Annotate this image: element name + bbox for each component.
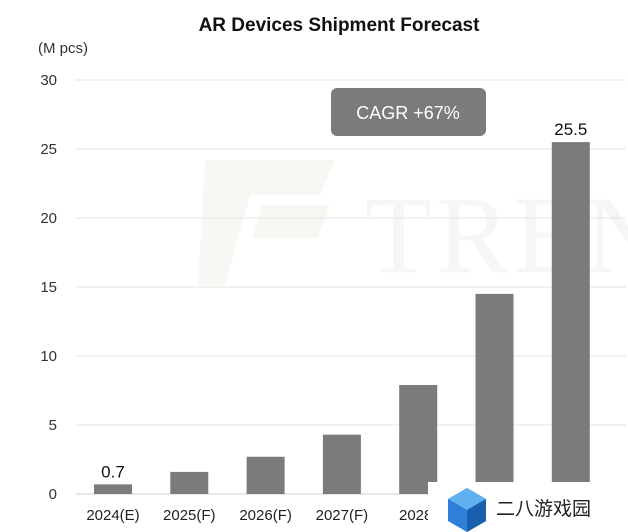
bar [170,471,209,494]
watermark-logo-mark [198,160,335,285]
site-badge: 二八游戏园 [428,482,628,532]
site-badge-text: 二八游戏园 [496,498,591,520]
x-tick-label: 2028( [399,507,437,524]
bar [246,456,285,494]
data-labels: 0.7 25.5 [101,120,587,481]
cagr-text: CAGR +67% [356,103,460,123]
y-axis-unit: (M pcs) [38,40,88,57]
y-tick-label: 25 [40,141,57,158]
bar [94,484,132,494]
x-axis-labels: 2024(E) 2025(F) 2026(F) 2027(F) 2028( [86,507,437,524]
y-tick-label: 0 [49,486,57,503]
x-tick-label: 2026(F) [239,507,292,524]
bar [551,142,590,494]
bar [475,293,514,494]
bars [94,142,590,494]
y-tick-label: 15 [40,279,57,296]
gridlines [76,79,626,495]
data-label: 25.5 [554,120,587,139]
bar [322,434,361,494]
cagr-annotation: CAGR +67% [331,88,486,136]
cagr-box [331,88,486,136]
chart-title: AR Devices Shipment Forecast [199,15,481,36]
bar [399,384,438,494]
x-tick-label: 2025(F) [163,507,216,524]
y-tick-label: 20 [40,210,57,227]
x-tick-label: 2024(E) [86,507,139,524]
y-tick-label: 10 [40,348,57,365]
y-tick-label: 30 [40,72,57,89]
y-axis-ticks: 0 5 10 15 20 25 30 [40,72,57,503]
data-label: 0.7 [101,462,125,481]
y-tick-label: 5 [49,417,57,434]
x-tick-label: 2027(F) [316,507,369,524]
